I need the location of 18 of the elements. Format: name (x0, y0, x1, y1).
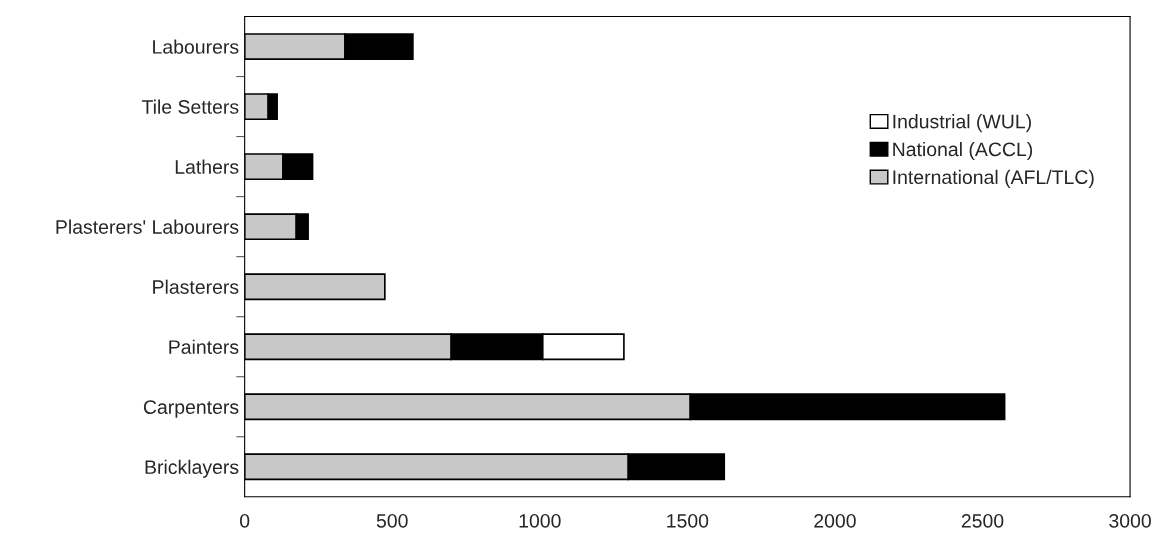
y-tick-label: Plasterers (153, 279, 239, 294)
x-tick-label: 500 (376, 513, 408, 528)
y-tick-label: Tile Setters (141, 99, 239, 114)
x-tick-label: 2000 (814, 513, 856, 528)
y-tick-label: Plasterers' Labourers (56, 219, 239, 234)
y-tick-label: Lathers (175, 159, 239, 174)
x-tick-label: 1500 (667, 513, 709, 528)
y-tick-label: Painters (169, 339, 239, 354)
y-tick-label: Labourers (153, 39, 239, 54)
legend-label: National (ACCL) (893, 141, 1033, 161)
legend-label: International (AFL/TLC) (893, 169, 1094, 188)
x-tick-label: 3000 (1109, 513, 1151, 528)
x-tick-label: 2500 (961, 513, 1004, 528)
x-tick-label: 1000 (519, 513, 561, 528)
y-tick-label: Bricklayers (145, 459, 239, 478)
x-tick-label: 0 (240, 513, 250, 528)
legend-label: Industrial (WUL) (893, 114, 1031, 133)
y-tick-label: Carpenters (143, 400, 239, 418)
